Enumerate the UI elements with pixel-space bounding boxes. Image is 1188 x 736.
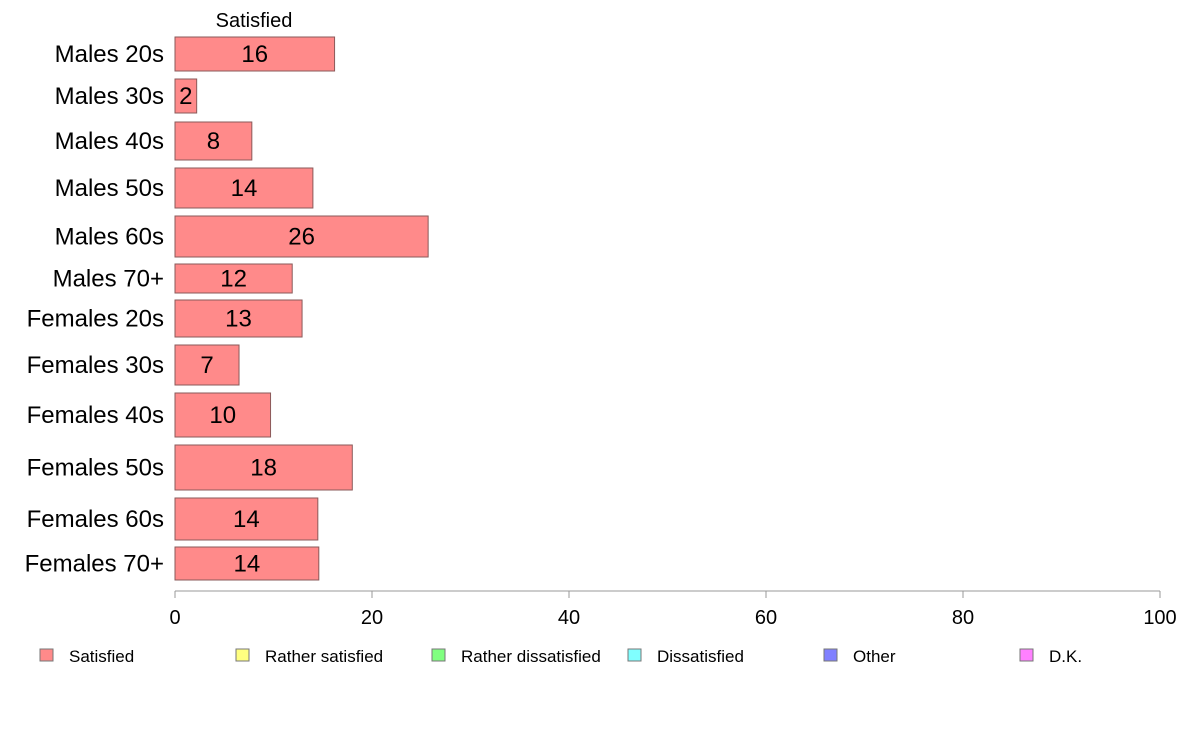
bar-value-label: 8 xyxy=(207,128,220,155)
category-label: Females 40s xyxy=(27,402,164,429)
category-label: Males 30s xyxy=(55,83,164,110)
bar-5 xyxy=(174,215,429,258)
bar-value-label: 14 xyxy=(233,506,260,533)
x-tick-label: 0 xyxy=(169,607,180,629)
legend-label: Other xyxy=(853,647,896,666)
bar-value-label: 10 xyxy=(209,402,236,429)
legend-label: Rather dissatisfied xyxy=(461,647,601,666)
bar-value-label: 14 xyxy=(234,551,261,578)
bar-7 xyxy=(174,299,303,338)
legend-swatch xyxy=(235,648,250,662)
legend-swatch xyxy=(431,648,446,662)
bar-value-label: 16 xyxy=(241,41,268,68)
legend-swatch xyxy=(627,648,642,662)
bar-6 xyxy=(174,263,293,294)
category-label: Females 60s xyxy=(27,506,164,533)
bar-4 xyxy=(174,167,314,209)
segment-header: Satisfied xyxy=(216,10,293,32)
legend-label: Satisfied xyxy=(69,647,134,666)
bar-value-label: 12 xyxy=(220,266,247,293)
legend-label: D.K. xyxy=(1049,647,1082,666)
bar-value-label: 26 xyxy=(288,224,315,251)
category-label: Males 20s xyxy=(55,41,164,68)
x-tick-label: 40 xyxy=(558,607,580,629)
category-label: Males 50s xyxy=(55,175,164,202)
x-axis: 0 20 40 60 80 100 xyxy=(169,590,1177,629)
bar-8 xyxy=(174,344,240,386)
category-label: Females 30s xyxy=(27,352,164,379)
bar-11 xyxy=(174,497,319,541)
bar-10 xyxy=(174,444,353,491)
bar-12 xyxy=(174,546,320,581)
bar-1 xyxy=(174,36,336,72)
bars-group: 16 28 14 26 12 13 7 10 18 14 14 xyxy=(174,36,429,581)
category-labels: Males 20s Males 30s Males 40s Males 50s Male… xyxy=(25,41,164,578)
bar-2 xyxy=(174,78,198,114)
category-label: Females 70+ xyxy=(25,551,164,578)
x-tick-label: 100 xyxy=(1143,607,1176,629)
legend-swatch xyxy=(823,648,838,662)
category-label: Females 20s xyxy=(27,306,164,333)
category-label: Males 70+ xyxy=(53,266,164,293)
bar-9 xyxy=(174,392,272,438)
legend-swatch xyxy=(1019,648,1034,662)
x-tick-label: 60 xyxy=(755,607,777,629)
x-tick-label: 80 xyxy=(952,607,974,629)
category-label: Females 50s xyxy=(27,455,164,482)
bar-3 xyxy=(174,121,253,161)
bar-value-label: 2 xyxy=(179,83,192,110)
legend-swatch xyxy=(39,648,54,662)
bar-value-label: 18 xyxy=(250,455,277,482)
bar-value-label: 14 xyxy=(231,175,258,202)
category-label: Males 60s xyxy=(55,224,164,251)
category-label: Males 40s xyxy=(55,128,164,155)
bar-value-label: 13 xyxy=(225,306,252,333)
legend: Satisfied Rather satisfied Rather dissatis… xyxy=(39,647,1082,666)
bar-value-label: 7 xyxy=(200,352,213,379)
legend-label: Rather satisfied xyxy=(265,647,383,666)
x-tick-label: 20 xyxy=(361,607,383,629)
legend-label: Dissatisfied xyxy=(657,647,744,666)
